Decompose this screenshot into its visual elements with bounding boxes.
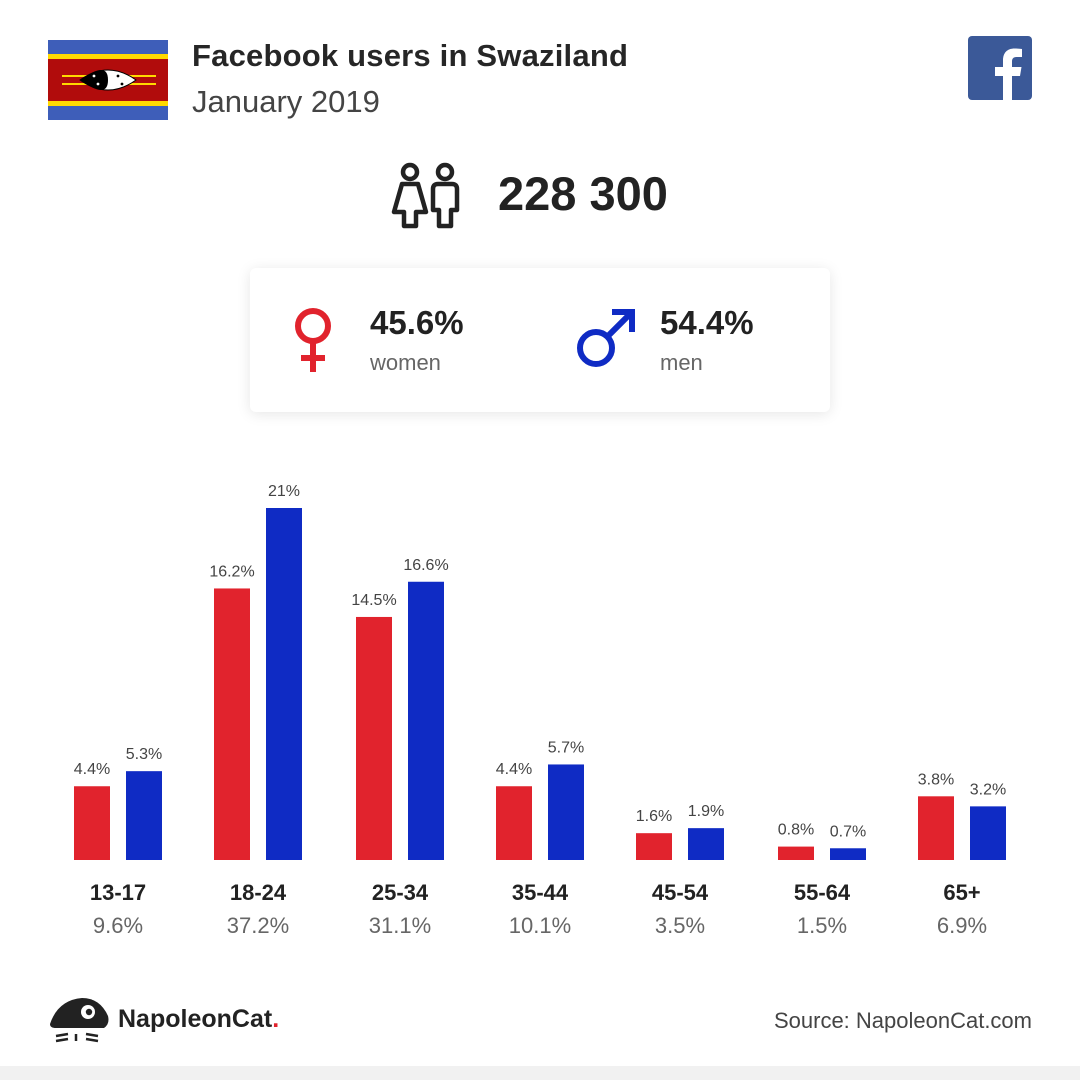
source-link[interactable]: Source: NapoleonCat.com	[773, 1008, 1032, 1033]
category-total: 37.2%	[227, 913, 289, 938]
bar-series-1-18-24	[214, 588, 250, 860]
bar-series-1-65+	[918, 796, 954, 860]
bar-series-2-35-44	[548, 764, 584, 860]
women-percentage: 45.6%	[370, 304, 464, 341]
category-total: 31.1%	[369, 913, 431, 938]
category-total: 3.5%	[655, 913, 705, 938]
bottom-strip	[0, 1066, 1080, 1080]
category-label: 18-24	[230, 880, 287, 905]
gender-card: 45.6% women 54.4% men	[250, 268, 830, 412]
bar-series-2-25-34	[408, 581, 444, 860]
category-label: 65+	[943, 880, 980, 905]
bar-series-1-55-64	[778, 846, 814, 860]
data-label: 3.2%	[970, 781, 1006, 798]
category-total: 9.6%	[93, 913, 143, 938]
women-label: women	[370, 350, 441, 375]
men-label: men	[660, 350, 703, 375]
data-label: 1.9%	[688, 803, 724, 820]
data-label: 4.4%	[74, 761, 110, 778]
category-total: 10.1%	[509, 913, 571, 938]
users-icon	[391, 162, 460, 229]
category-label: 13-17	[90, 880, 146, 905]
age-gender-bar-chart: 4.4% 5.3% 13-17 9.6% 16.2% 21% 18-24 37.2% 14.5%…	[74, 483, 1006, 938]
data-label: 14.5%	[351, 592, 396, 609]
male-icon	[577, 309, 635, 367]
bar-series-1-45-54	[636, 833, 672, 860]
data-label: 1.6%	[636, 808, 672, 825]
men-percentage: 54.4%	[660, 304, 754, 341]
category-label: 45-54	[652, 880, 709, 905]
brand-name: NapoleonCat.	[118, 1005, 279, 1034]
swaziland-flag	[48, 40, 168, 120]
data-label: 21%	[268, 483, 300, 500]
data-label: 16.2%	[209, 563, 254, 580]
female-icon	[295, 308, 331, 372]
brand-name-text: NapoleonCat	[118, 1005, 273, 1033]
data-label: 0.7%	[830, 823, 866, 840]
page-subtitle: January 2019	[192, 84, 380, 119]
facebook-icon[interactable]	[968, 36, 1032, 100]
data-label: 16.6%	[403, 557, 448, 574]
category-label: 55-64	[794, 880, 851, 905]
bar-series-1-13-17	[74, 786, 110, 860]
category-label: 35-44	[512, 880, 569, 905]
category-total: 1.5%	[797, 913, 847, 938]
bar-series-2-45-54	[688, 828, 724, 860]
data-label: 4.4%	[496, 761, 532, 778]
category-total: 6.9%	[937, 913, 987, 938]
bar-series-2-18-24	[266, 508, 302, 860]
data-label: 3.8%	[918, 771, 954, 788]
brand-dot: .	[272, 1005, 280, 1033]
bar-series-1-25-34	[356, 616, 392, 860]
napoleoncat-logo-icon	[50, 998, 109, 1043]
data-label: 5.7%	[548, 739, 584, 756]
page-title: Facebook users in Swaziland	[192, 38, 629, 73]
data-label: 0.8%	[778, 822, 814, 839]
bar-series-2-65+	[970, 806, 1006, 860]
bar-series-2-55-64	[830, 848, 866, 860]
total-users: 228 300	[498, 167, 668, 220]
bar-series-2-13-17	[126, 771, 162, 860]
category-label: 25-34	[372, 880, 429, 905]
data-label: 5.3%	[126, 746, 162, 763]
bar-series-1-35-44	[496, 786, 532, 860]
